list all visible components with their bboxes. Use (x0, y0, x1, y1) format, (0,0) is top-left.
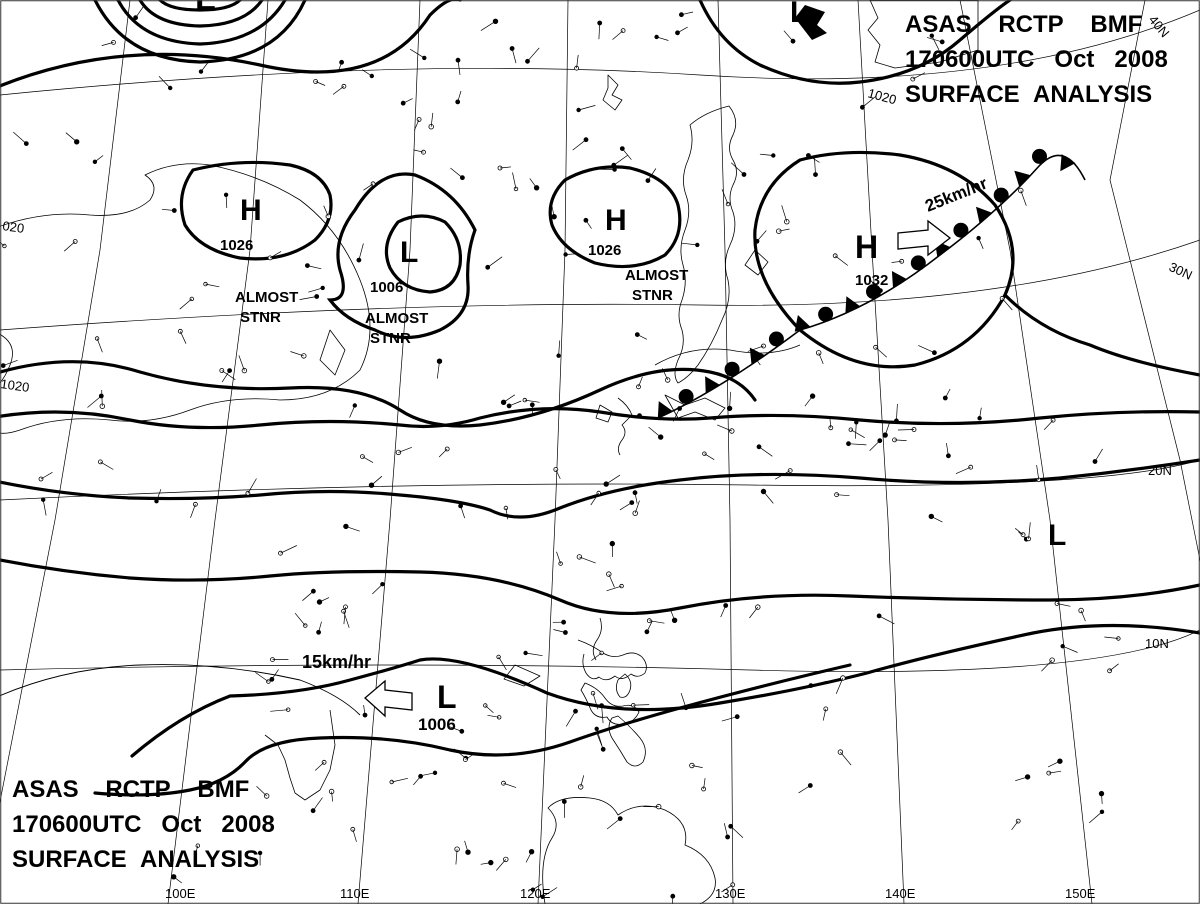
svg-text:110E: 110E (340, 886, 370, 901)
svg-text:STNR: STNR (240, 309, 281, 326)
svg-text:L: L (195, 0, 216, 18)
svg-text:1006: 1006 (418, 715, 456, 734)
svg-text:150E: 150E (1065, 886, 1096, 901)
svg-text:40N: 40N (1146, 12, 1173, 40)
svg-text:170600UTC Oct 2008: 170600UTC Oct 2008 (12, 811, 275, 838)
svg-text:30N: 30N (1167, 259, 1195, 283)
svg-text:1020: 1020 (866, 85, 898, 107)
svg-text:ASAS RCTP BMF: ASAS RCTP BMF (12, 776, 249, 803)
svg-text:SURFACE ANALYSIS: SURFACE ANALYSIS (12, 846, 259, 873)
svg-text:ALMOST: ALMOST (365, 310, 428, 327)
svg-text:020: 020 (2, 218, 26, 236)
svg-text:170600UTC Oct 2008: 170600UTC Oct 2008 (905, 46, 1168, 73)
svg-text:1026: 1026 (220, 237, 253, 254)
svg-text:120E: 120E (520, 886, 551, 901)
svg-text:ASAS RCTP BMF: ASAS RCTP BMF (905, 11, 1142, 38)
svg-text:STNR: STNR (632, 287, 673, 304)
svg-text:STNR: STNR (370, 330, 411, 347)
svg-text:L: L (437, 679, 457, 715)
svg-text:140E: 140E (885, 886, 916, 901)
svg-text:L: L (790, 0, 808, 29)
svg-text:ALMOST: ALMOST (625, 267, 688, 284)
svg-text:H: H (605, 204, 627, 237)
svg-text:100E: 100E (165, 886, 196, 901)
svg-text:1026: 1026 (588, 242, 621, 259)
svg-text:130E: 130E (715, 886, 746, 901)
svg-text:H: H (855, 229, 878, 265)
svg-text:1020: 1020 (0, 376, 30, 395)
svg-text:10N: 10N (1145, 636, 1169, 651)
svg-text:20N: 20N (1148, 463, 1172, 478)
svg-text:15km/hr: 15km/hr (302, 652, 371, 672)
svg-text:SURFACE ANALYSIS: SURFACE ANALYSIS (905, 81, 1152, 108)
svg-text:1032: 1032 (855, 272, 888, 289)
svg-text:ALMOST: ALMOST (235, 289, 298, 306)
svg-text:H: H (240, 194, 262, 227)
svg-text:1006: 1006 (370, 279, 403, 296)
svg-text:L: L (1048, 519, 1066, 552)
svg-text:L: L (400, 236, 418, 269)
